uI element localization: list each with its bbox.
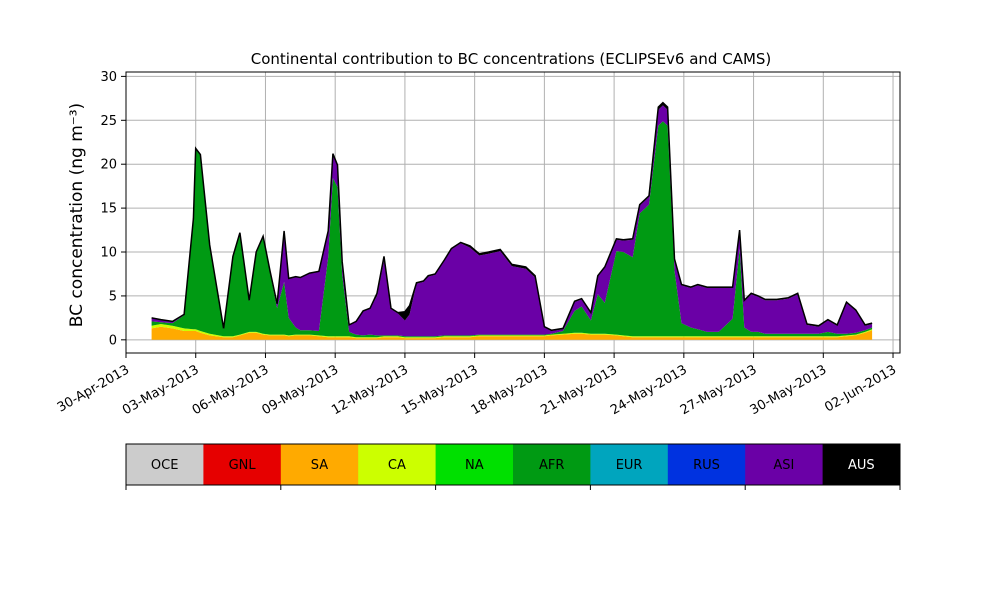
legend-swatch-rus	[667, 444, 746, 485]
legend-label-eur: EUR	[616, 458, 643, 473]
y-tick-label: 15	[100, 202, 117, 217]
area-afr	[151, 121, 873, 338]
area-asi	[151, 105, 873, 337]
x-tick-label: 30-May-2013	[748, 362, 830, 418]
area-ca	[151, 324, 873, 339]
legend-label-rus: RUS	[693, 458, 720, 473]
y-tick-label: 25	[100, 114, 117, 129]
legend-label-sa: SA	[311, 458, 328, 473]
legend-swatch-oce	[126, 444, 204, 485]
legend-swatch-ca	[358, 444, 437, 485]
legend-swatch-aus	[822, 444, 901, 485]
y-tick-label: 10	[100, 246, 117, 261]
legend-swatch-na	[435, 444, 514, 485]
x-tick-label: 21-May-2013	[538, 362, 620, 418]
legend-label-aus: AUS	[848, 458, 875, 473]
x-tick-label: 09-May-2013	[260, 362, 342, 418]
x-tick-label: 27-May-2013	[678, 362, 760, 418]
legend-swatch-gnl	[203, 444, 282, 485]
stacked-areas	[151, 101, 873, 340]
y-tick-label: 20	[100, 158, 117, 173]
legend-label-ca: CA	[388, 458, 406, 473]
y-tick-label: 5	[109, 289, 117, 304]
area-sa	[151, 326, 873, 340]
legend-swatch-afr	[513, 444, 591, 485]
legend-colorbar: OCE GNL SA CA NA AFR EUR RUS ASI AUS	[125, 443, 901, 490]
x-tick-label: 06-May-2013	[190, 362, 272, 418]
legend-swatch-eur	[590, 444, 669, 485]
x-tick-label: 12-May-2013	[329, 362, 411, 418]
y-tick-label: 0	[109, 333, 117, 348]
x-tick-label: 02-Jun-2013	[822, 362, 899, 415]
legend-swatch-sa	[280, 444, 359, 485]
legend-label-gnl: GNL	[229, 458, 257, 473]
x-tick-label: 18-May-2013	[469, 362, 551, 418]
legend-label-afr: AFR	[539, 458, 564, 473]
x-tick-label: 03-May-2013	[120, 362, 202, 418]
x-tick-label: 15-May-2013	[399, 362, 481, 418]
legend-frame	[125, 443, 901, 486]
plot-frame	[125, 71, 901, 354]
legend-label-na: NA	[465, 458, 484, 473]
y-tick-label: 30	[100, 70, 117, 85]
chart-title: Continental contribution to BC concentra…	[251, 50, 772, 68]
grid	[125, 72, 900, 353]
legend-swatch-asi	[745, 444, 824, 485]
y-axis-label: BC concentration (ng m⁻³)	[67, 103, 87, 327]
legend-label-asi: ASI	[773, 458, 794, 473]
total-outline	[151, 101, 873, 331]
legend-label-oce: OCE	[151, 458, 179, 473]
x-tick-label: 24-May-2013	[608, 362, 690, 418]
axes: 05101520253030-Apr-201303-May-201306-May…	[55, 70, 901, 418]
